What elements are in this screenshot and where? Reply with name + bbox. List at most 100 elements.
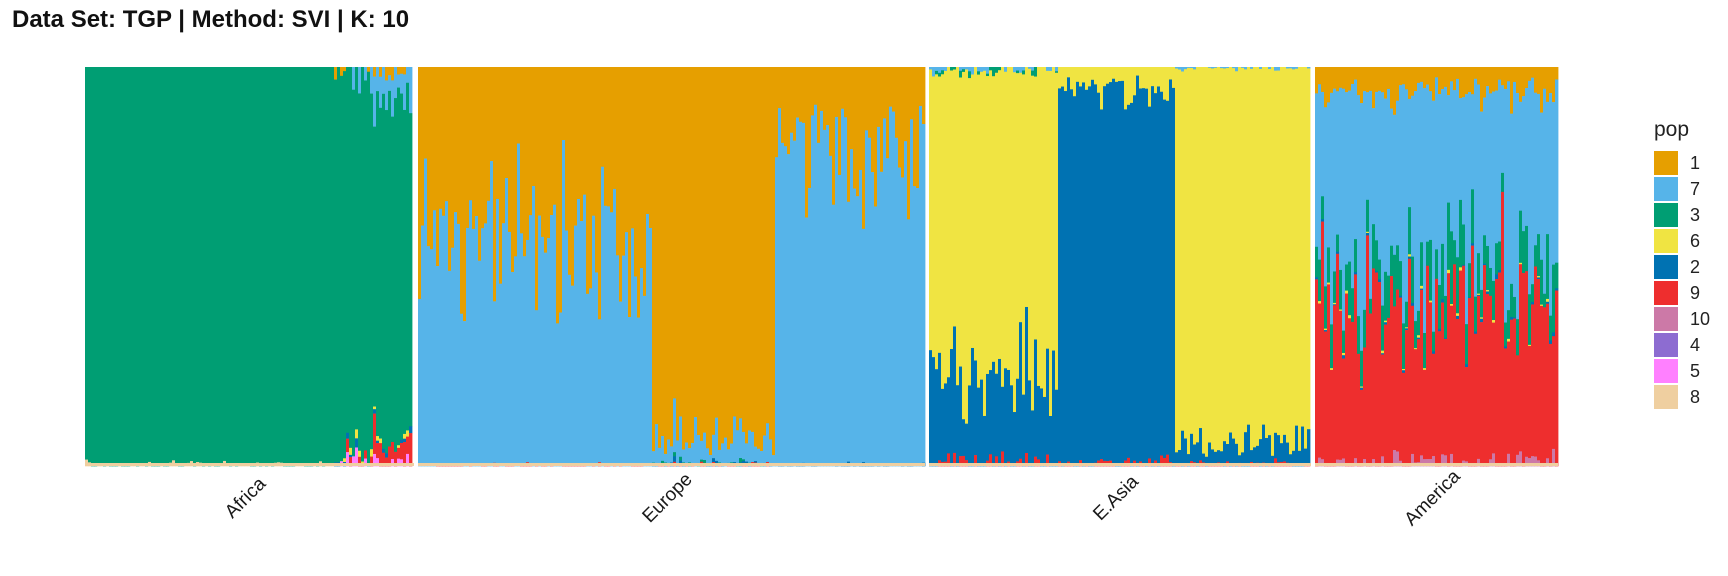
bar-segment-pop-1 [658,67,662,449]
bar-segment-pop-1 [502,67,506,224]
bar-segment-pop-1 [1426,67,1430,85]
bar-segment-pop-10 [1528,458,1532,467]
bar-segment-pop-3 [265,67,269,467]
bar-segment-pop-3 [115,67,119,467]
bar-segment-pop-7 [475,216,479,467]
bar-segment-pop-2 [1360,387,1364,391]
bar-segment-pop-1 [1537,67,1541,95]
bar-segment-pop-7 [388,75,392,92]
bar-segment-pop-2 [1510,316,1514,320]
bar-segment-pop-3 [1504,322,1508,347]
bar-segment-pop-7 [373,76,377,127]
bar-segment-pop-9 [1372,268,1376,460]
bar-segment-pop-3 [286,67,290,467]
bar-segment-pop-2 [1226,444,1230,462]
bar-segment-pop-3 [214,67,218,467]
bar-segment-pop-6 [1100,67,1104,110]
bar-segment-pop-1 [1414,67,1418,92]
bar-segment-pop-2 [1160,91,1164,456]
bar-segment-pop-3 [1459,199,1463,268]
bar-segment-pop-3 [352,89,356,457]
bar-segment-pop-2 [1378,279,1382,283]
bar-segment-pop-3 [1360,350,1364,387]
bar-segment-pop-7 [944,67,948,72]
bar-segment-pop-9 [1348,318,1352,467]
legend-items: 1 7 3 6 2 9 10 4 5 8 [1654,150,1710,410]
bar-segment-pop-6 [1360,386,1364,388]
bar-segment-pop-7 [703,432,707,461]
bar-segment-pop-2 [1238,455,1242,464]
legend: pop 1 7 3 6 2 9 10 4 5 8 [1654,118,1710,410]
bar-segment-pop-9 [1384,324,1388,467]
bar-segment-pop-1 [538,67,542,216]
bar-segment-pop-6 [983,70,987,417]
bar-segment-pop-3 [1315,246,1319,278]
bar-segment-pop-2 [1342,355,1346,359]
bar-segment-pop-7 [1450,81,1454,232]
bar-segment-pop-9 [1336,253,1340,460]
bar-segment-pop-7 [1244,67,1248,70]
bar-segment-pop-6 [965,69,969,424]
bar-segment-pop-9 [1366,235,1370,467]
bar-segment-pop-7 [712,434,716,459]
bar-segment-pop-7 [688,448,692,463]
bar-segment-pop-7 [619,301,623,465]
bar-segment-pop-6 [1022,74,1026,395]
bar-segment-pop-3 [1381,305,1385,351]
bar-segment-pop-3 [968,71,972,79]
bar-segment-pop-5 [352,456,356,467]
bar-segment-pop-3 [349,67,353,449]
bar-segment-pop-3 [1357,316,1361,355]
bar-segment-pop-1 [520,67,524,234]
bar-segment-pop-2 [1127,104,1131,459]
bar-segment-pop-1 [1315,67,1319,94]
bar-segment-pop-7 [1274,67,1278,71]
panel-europe [418,67,926,467]
bar-segment-pop-1 [844,67,848,118]
bar-segment-pop-7 [589,288,593,467]
bar-segment-pop-2 [1166,100,1170,455]
bar-segment-pop-7 [763,435,767,464]
bar-segment-pop-9 [1501,191,1505,467]
bar-segment-pop-7 [697,435,701,464]
bar-segment-pop-1 [811,67,815,116]
bar-segment-pop-7 [520,233,524,464]
bar-segment-pop-3 [178,67,182,467]
panel-easia [929,67,1311,467]
bar-segment-pop-7 [466,227,470,467]
bar-segment-pop-1 [709,67,713,456]
bar-segment-pop-3 [205,67,209,464]
bar-segment-pop-7 [514,256,518,467]
bar-segment-pop-6 [1540,304,1544,307]
bar-segment-pop-7 [1354,79,1358,240]
bar-segment-pop-9 [1318,303,1322,458]
bar-segment-pop-10 [1429,459,1433,467]
bar-segment-pop-2 [1324,330,1328,332]
bar-segment-pop-7 [1432,100,1436,332]
bar-segment-pop-7 [898,167,902,467]
bar-segment-pop-1 [1345,67,1349,93]
bar-segment-pop-1 [379,67,383,78]
bar-segment-pop-2 [1208,442,1212,465]
bar-segment-pop-3 [1513,296,1517,318]
bar-segment-pop-7 [667,439,671,465]
bar-segment-pop-9 [1450,305,1454,455]
legend-item: 8 [1654,384,1710,410]
bar-segment-pop-7 [676,440,680,465]
bar-segment-pop-7 [1480,111,1484,291]
bar-segment-pop-9 [989,454,993,467]
bar-segment-pop-3 [986,73,990,77]
bar-segment-pop-2 [1271,455,1275,467]
bar-segment-pop-2 [1106,83,1110,462]
bar-segment-pop-3 [292,67,296,467]
bar-segment-pop-7 [977,67,981,72]
legend-swatch [1654,255,1678,279]
bar-segment-pop-6 [1286,68,1290,443]
bar-segment-pop-9 [346,438,350,453]
bar-segment-pop-7 [1492,91,1496,282]
bar-segment-pop-6 [1241,67,1245,453]
bar-segment-pop-1 [700,67,704,442]
bar-segment-pop-3 [223,67,227,462]
bar-segment-pop-7 [793,140,797,467]
bar-segment-pop-3 [268,67,272,465]
